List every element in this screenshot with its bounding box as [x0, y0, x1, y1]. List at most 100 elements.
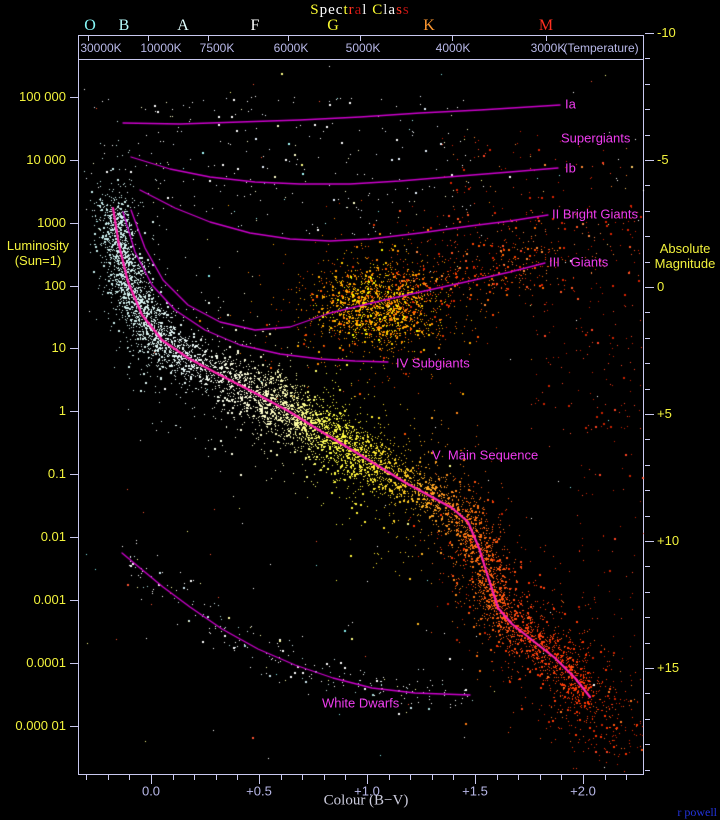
- magnitude-minor-tick: [645, 693, 650, 695]
- chart-title-letter: S: [310, 2, 320, 18]
- magnitude-minor-tick: [645, 464, 650, 466]
- colour-minor-tick: [237, 775, 239, 780]
- magnitude-minor-tick: [645, 58, 650, 60]
- spectral-letter: G: [327, 17, 339, 34]
- chart-title-letter: p: [319, 2, 329, 18]
- magnitude-minor-tick: [645, 566, 650, 568]
- magnitude-major-tick: [645, 287, 654, 288]
- colour-major-tick: [367, 775, 368, 784]
- left-axis-title-line1: Luminosity: [6, 238, 70, 253]
- magnitude-minor-tick: [645, 109, 650, 111]
- magnitude-minor-tick: [645, 261, 650, 263]
- colour-minor-tick: [302, 775, 304, 780]
- magnitude-minor-tick: [645, 642, 650, 644]
- spectral-letter: F: [250, 17, 260, 34]
- colour-minor-tick: [280, 775, 282, 780]
- temperature-tick: [452, 35, 453, 41]
- colour-minor-tick: [431, 775, 433, 780]
- luminosity-tick-label: 100: [44, 278, 66, 293]
- chart-title-letter: t: [343, 2, 349, 18]
- curve-label: Ib: [565, 160, 576, 176]
- colour-tick-label: +1.0: [354, 783, 380, 799]
- magnitude-tick-label: 0: [657, 279, 665, 294]
- magnitude-minor-tick: [645, 515, 650, 517]
- colour-minor-tick: [410, 775, 412, 780]
- luminosity-tick: [70, 286, 78, 287]
- chart-title-letter: l: [383, 2, 389, 18]
- left-axis-title: Luminosity (Sun=1): [2, 238, 74, 268]
- luminosity-tick-label: 0.0001: [26, 655, 66, 670]
- right-axis-title-line2: Magnitude: [654, 256, 716, 271]
- luminosity-tick-label: 0.1: [47, 466, 66, 481]
- colour-minor-tick: [345, 775, 347, 780]
- luminosity-tick: [70, 726, 78, 727]
- magnitude-minor-tick: [645, 210, 650, 212]
- luminosity-tick-label: 1: [58, 403, 66, 418]
- luminosity-tick-label: 10: [51, 340, 66, 355]
- magnitude-minor-tick: [645, 134, 650, 136]
- temperature-label: 10000K: [140, 41, 182, 55]
- colour-minor-tick: [604, 775, 606, 780]
- spectral-letter: K: [423, 17, 435, 34]
- curve-label: White Dwarfs: [322, 695, 400, 711]
- magnitude-minor-tick: [645, 236, 650, 238]
- magnitude-tick-label: -10: [657, 25, 676, 40]
- magnitude-minor-tick: [645, 337, 650, 339]
- temperature-label: 3000K: [530, 41, 566, 55]
- right-axis-title: Absolute Magnitude: [650, 241, 720, 271]
- luminosity-tick-label: 0.000 01: [15, 718, 66, 733]
- colour-minor-tick: [194, 775, 196, 780]
- credit-text: r powell: [677, 805, 717, 819]
- magnitude-minor-tick: [645, 83, 650, 85]
- magnitude-minor-tick: [645, 617, 650, 619]
- colour-minor-tick: [215, 775, 217, 780]
- magnitude-minor-tick: [645, 363, 650, 365]
- magnitude-minor-tick: [645, 744, 650, 746]
- colour-minor-tick: [561, 775, 563, 780]
- chart-title: Spectral Class: [0, 2, 720, 19]
- colour-tick-label: +0.5: [246, 783, 272, 799]
- chart-title-letter: c: [335, 2, 344, 18]
- right-axis-title-line1: Absolute: [659, 241, 711, 256]
- magnitude-tick-label: +15: [657, 660, 680, 675]
- temperature-tick: [148, 35, 149, 41]
- magnitude-major-tick: [645, 541, 654, 542]
- curve-label: II Bright Giants: [552, 206, 638, 222]
- temperature-label: 6000K: [273, 41, 309, 55]
- chart-title-letter: s: [402, 2, 410, 18]
- magnitude-major-tick: [645, 160, 654, 161]
- magnitude-tick-label: +5: [657, 406, 672, 421]
- spectral-letter: A: [177, 17, 189, 34]
- luminosity-tick-label: 100 000: [19, 89, 66, 104]
- temperature-label: 30000K: [80, 41, 122, 55]
- temperature-tick: [360, 35, 361, 41]
- magnitude-minor-tick: [645, 388, 650, 390]
- chart-title-letter: a: [354, 2, 363, 18]
- magnitude-minor-tick: [645, 490, 650, 492]
- luminosity-tick-label: 0.001: [33, 592, 66, 607]
- luminosity-tick: [70, 411, 78, 412]
- magnitude-minor-tick: [645, 185, 650, 187]
- colour-major-tick: [259, 775, 260, 784]
- spectral-letter: O: [84, 17, 96, 34]
- temperature-tick: [88, 35, 89, 41]
- colour-minor-tick: [86, 775, 88, 780]
- chart-title-letter: r: [348, 2, 355, 18]
- luminosity-tick: [70, 600, 78, 601]
- luminosity-tick: [70, 348, 78, 349]
- colour-major-tick: [583, 775, 584, 784]
- colour-minor-tick: [172, 775, 174, 780]
- temperature-label: 4000K: [435, 41, 471, 55]
- colour-minor-tick: [518, 775, 520, 780]
- luminosity-tick: [70, 474, 78, 475]
- luminosity-tick: [70, 223, 78, 224]
- colour-minor-tick: [388, 775, 390, 780]
- magnitude-tick-label: -5: [657, 152, 669, 167]
- magnitude-minor-tick: [645, 769, 650, 771]
- colour-minor-tick: [323, 775, 325, 780]
- luminosity-tick: [70, 663, 78, 664]
- temperature-label: 7500K: [199, 41, 235, 55]
- curve-label: Ia: [565, 96, 576, 112]
- luminosity-tick: [70, 160, 78, 161]
